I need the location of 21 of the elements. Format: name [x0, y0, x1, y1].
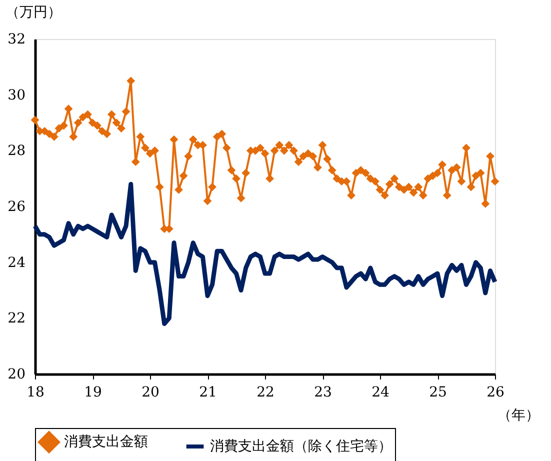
legend-label: 消費支出金額	[64, 434, 148, 450]
x-tick-label: 21	[199, 384, 217, 400]
x-axis-title: （年）	[498, 408, 540, 424]
x-tick-label: 18	[26, 384, 44, 400]
x-tick-label: 24	[372, 384, 390, 400]
y-tick-label: 20	[8, 366, 26, 382]
x-tick-label: 25	[429, 384, 447, 400]
x-tick-label: 23	[314, 384, 332, 400]
line-series	[32, 182, 498, 326]
y-tick-label: 28	[8, 143, 26, 160]
x-tick-label: 26	[486, 384, 504, 400]
y-tick-label: 24	[8, 254, 26, 271]
y-tick-label: 26	[8, 199, 26, 215]
y-axis-title: （万円）	[6, 4, 62, 20]
y-tick-label: 32	[8, 32, 26, 48]
y-tick-label: 30	[8, 87, 26, 104]
legend-label: 消費支出金額（除く住宅等）	[210, 438, 392, 454]
x-tick-label: 22	[256, 384, 274, 400]
x-tick-label: 19	[84, 384, 102, 400]
x-tick-label: 20	[142, 384, 160, 400]
y-tick-label: 22	[8, 310, 26, 327]
